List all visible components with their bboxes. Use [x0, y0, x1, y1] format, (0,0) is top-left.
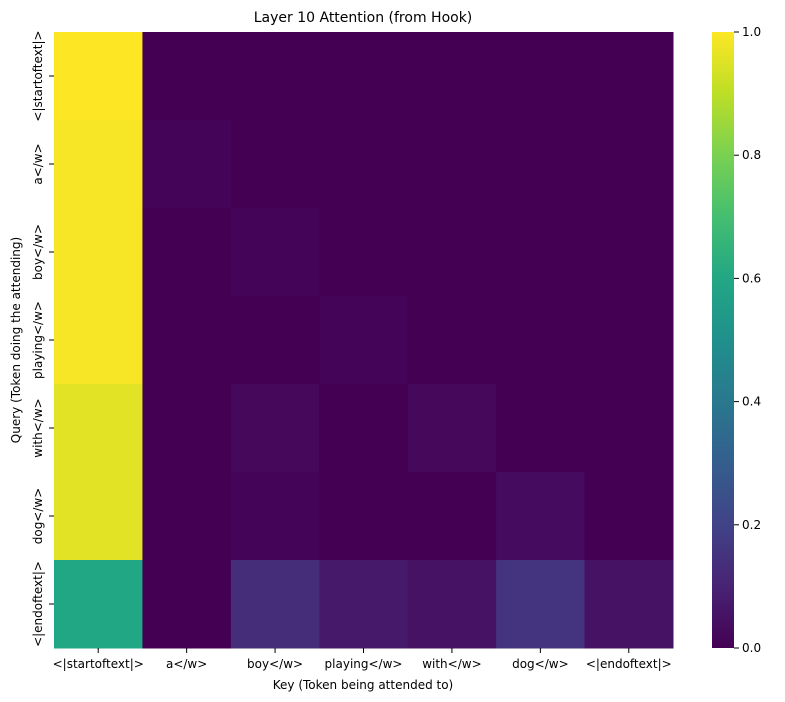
y-tick-label: playing</w> — [31, 301, 45, 379]
x-tick-label: <|startoftext|> — [53, 657, 144, 671]
heatmap-cell — [142, 208, 232, 297]
y-axis: <|startoftext|> a</w> boy</w> playing</w> wi… — [31, 30, 54, 647]
heatmap-cell — [407, 560, 497, 649]
heatmap-cell — [319, 560, 409, 649]
colorbar — [712, 32, 734, 648]
heatmap-cell — [230, 384, 320, 473]
heatmap-cell — [230, 120, 320, 209]
heatmap-cell — [584, 208, 674, 297]
colorbar-axis: 0.0 0.2 0.4 0.6 0.8 1.0 — [734, 25, 761, 655]
heatmap-cells — [54, 32, 674, 649]
heatmap-cell — [584, 560, 674, 649]
heatmap-cell — [54, 208, 143, 297]
heatmap-cell — [54, 384, 143, 473]
colorbar-tick-label: 0.6 — [742, 271, 761, 285]
heatmap-cell — [142, 296, 232, 385]
y-tick-label: a</w> — [31, 143, 45, 184]
heatmap-cell — [496, 32, 586, 121]
x-tick-label: a</w> — [166, 657, 207, 671]
heatmap-cell — [496, 472, 586, 561]
x-axis: <|startoftext|> a</w> boy</w> playing</w> wi… — [53, 648, 672, 671]
heatmap-cell — [230, 32, 320, 121]
colorbar-tick-label: 0.0 — [742, 641, 761, 655]
heatmap-cell — [54, 472, 143, 561]
heatmap-cell — [584, 120, 674, 209]
heatmap-cell — [319, 384, 409, 473]
heatmap-cell — [54, 120, 143, 209]
colorbar-tick-label: 1.0 — [742, 25, 761, 39]
heatmap-cell — [319, 208, 409, 297]
heatmap-cell — [142, 120, 232, 209]
heatmap-cell — [407, 208, 497, 297]
colorbar-tick-label: 0.2 — [742, 518, 761, 532]
x-tick-label: playing</w> — [325, 657, 403, 671]
heatmap-cell — [496, 560, 586, 649]
x-tick-label: with</w> — [422, 657, 481, 671]
heatmap-cell — [584, 472, 674, 561]
y-axis-label: Query (Token doing the attending) — [9, 237, 23, 443]
heatmap-cell — [319, 296, 409, 385]
y-tick-label: <|endoftext|> — [31, 561, 45, 647]
heatmap-cell — [142, 32, 232, 121]
heatmap-cell — [230, 208, 320, 297]
heatmap-cell — [584, 384, 674, 473]
colorbar-tick-label: 0.4 — [742, 395, 761, 409]
heatmap-cell — [319, 32, 409, 121]
x-tick-label: dog</w> — [512, 657, 569, 671]
heatmap-cell — [230, 560, 320, 649]
heatmap-cell — [142, 472, 232, 561]
heatmap-cell — [142, 560, 232, 649]
y-tick-label: boy</w> — [31, 224, 45, 280]
x-tick-label: boy</w> — [247, 657, 303, 671]
heatmap-cell — [54, 560, 143, 649]
heatmap-cell — [407, 472, 497, 561]
heatmap-cell — [496, 296, 586, 385]
heatmap-cell — [54, 296, 143, 385]
x-axis-label: Key (Token being attended to) — [273, 678, 454, 692]
heatmap-cell — [407, 120, 497, 209]
heatmap-cell — [584, 296, 674, 385]
heatmap-cell — [496, 384, 586, 473]
heatmap-cell — [54, 32, 143, 121]
y-tick-label: dog</w> — [31, 488, 45, 545]
heatmap-cell — [496, 208, 586, 297]
heatmap-cell — [407, 32, 497, 121]
heatmap-cell — [319, 472, 409, 561]
y-tick-label: with</w> — [31, 398, 45, 457]
heatmap-cell — [407, 296, 497, 385]
heatmap-cell — [230, 296, 320, 385]
x-tick-label: <|endoftext|> — [586, 657, 672, 671]
chart-title: Layer 10 Attention (from Hook) — [254, 10, 473, 26]
heatmap-cell — [230, 472, 320, 561]
heatmap-cell — [407, 384, 497, 473]
heatmap-cell — [142, 384, 232, 473]
heatmap-cell — [584, 32, 674, 121]
y-tick-label: <|startoftext|> — [31, 30, 45, 121]
heatmap-cell — [319, 120, 409, 209]
heatmap-cell — [496, 120, 586, 209]
colorbar-tick-label: 0.8 — [742, 148, 761, 162]
